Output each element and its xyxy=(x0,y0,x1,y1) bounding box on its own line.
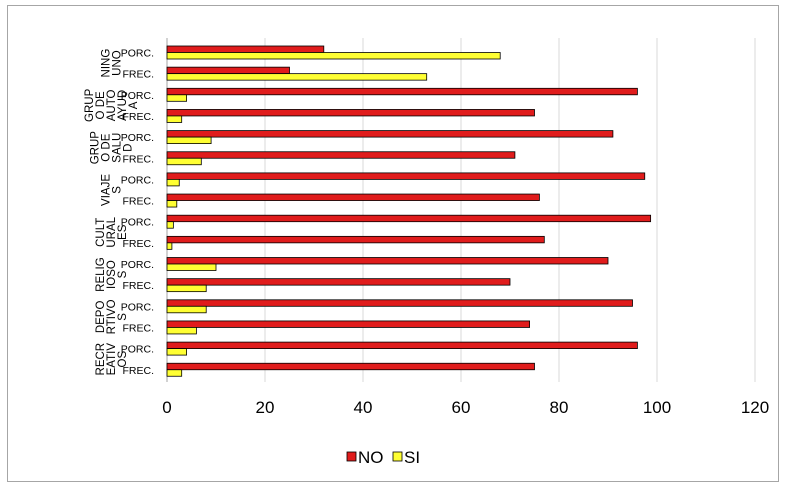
bar-no xyxy=(166,214,652,223)
legend-label-no: NO xyxy=(358,448,384,467)
category-label-line: O DE xyxy=(95,91,107,119)
bar-no xyxy=(166,341,638,350)
row-label: PORC. xyxy=(121,132,154,144)
category-label-line: NING xyxy=(101,49,113,78)
row-label: FREC. xyxy=(123,238,155,250)
legend-swatch-no xyxy=(346,451,357,462)
bar-si xyxy=(166,136,212,145)
row-label: PORC. xyxy=(121,90,154,102)
chart-frame: 0 20 40 60 80 100 120 PORC. FREC. NINGUNO PORC. FRE… xyxy=(7,5,779,482)
bar-si xyxy=(166,221,174,229)
x-tick-label: 0 xyxy=(162,398,171,417)
category-label-line: S xyxy=(117,270,129,278)
x-tick-label: 60 xyxy=(452,398,471,417)
category-label-line: A xyxy=(128,101,140,109)
category-label-line: GRUP xyxy=(90,131,102,165)
bar-si xyxy=(166,327,197,335)
category-label-line: DEPO xyxy=(95,301,107,334)
bar-si xyxy=(166,178,180,187)
row-label: FREC. xyxy=(123,69,155,81)
category-label: CULTURALES xyxy=(95,216,129,247)
category-label-line: RTIVO xyxy=(106,299,118,334)
category-label-line: AYUD xyxy=(117,90,129,121)
row-label: FREC. xyxy=(123,111,155,123)
category-label-line: EATIV xyxy=(106,343,118,376)
bar-si xyxy=(166,242,173,250)
row-label: PORC. xyxy=(121,344,154,356)
x-tick-label: 40 xyxy=(354,398,373,417)
x-tick-label: 100 xyxy=(643,398,671,417)
bar-no xyxy=(166,151,516,159)
category-label-line: ES xyxy=(117,224,129,240)
bar-no xyxy=(166,172,646,180)
bar-si xyxy=(166,369,183,377)
bar-no xyxy=(166,109,535,117)
bar-no xyxy=(166,362,535,371)
category-label-line: GRUP xyxy=(84,88,96,122)
row-label: PORC. xyxy=(121,259,154,271)
bar-si xyxy=(166,348,188,356)
bar-si xyxy=(166,115,183,123)
category-label: GRUPO DEAUTOAYUDA xyxy=(84,88,140,122)
category-label: RECREATIVOS xyxy=(95,343,129,376)
category-label-line: CULT xyxy=(95,218,107,247)
bar-no xyxy=(166,235,545,244)
category-label: NINGUNO xyxy=(101,49,124,78)
bar-no xyxy=(166,299,633,307)
category-label-line: S xyxy=(117,313,129,321)
bar-no xyxy=(166,278,511,286)
category-label: RELIGIOSOS xyxy=(95,257,129,292)
legend-label-si: SI xyxy=(404,448,420,467)
bar-no xyxy=(166,320,531,328)
category-label-line: SALU xyxy=(112,133,124,163)
category-label: DEPORTIVOS xyxy=(95,299,129,334)
row-label: PORC. xyxy=(121,174,154,186)
category-label-line: VIAJE xyxy=(101,174,113,206)
bar-no xyxy=(166,193,540,201)
category-label-line: RELIG xyxy=(95,257,107,292)
row-label: PORC. xyxy=(121,301,154,313)
row-label: FREC. xyxy=(123,365,155,377)
legend-swatch-si xyxy=(392,451,403,462)
category-label-line: D xyxy=(123,144,135,152)
x-tick-label: 120 xyxy=(741,398,769,417)
bar-si xyxy=(166,200,178,208)
bar-no xyxy=(166,87,638,96)
category-label: GRUPO DESALUD xyxy=(90,131,135,165)
x-tick-label: 80 xyxy=(550,398,569,417)
row-label: FREC. xyxy=(123,196,155,208)
category-label-line: S xyxy=(112,186,124,194)
category-label-line: OS xyxy=(117,351,129,368)
category-label-line: URAL xyxy=(106,216,118,247)
category-label: VIAJES xyxy=(101,174,124,206)
bar-si xyxy=(166,263,217,271)
category-label-line: O DE xyxy=(101,133,113,161)
bar-si xyxy=(166,52,501,60)
row-label: PORC. xyxy=(121,48,154,60)
bar-si xyxy=(166,94,188,102)
bar-no xyxy=(166,45,325,53)
row-label: FREC. xyxy=(123,322,155,334)
x-tick-label: 20 xyxy=(256,398,275,417)
bar-si xyxy=(166,305,207,314)
category-label-line: RECR xyxy=(95,343,107,376)
bar-no xyxy=(166,257,609,265)
category-label-line: AUTO xyxy=(106,89,118,121)
row-label: FREC. xyxy=(123,280,155,292)
row-label: PORC. xyxy=(121,217,154,229)
category-label-line: IOSO xyxy=(106,260,118,289)
bar-si xyxy=(166,284,207,293)
category-label-line: UNO xyxy=(112,50,124,76)
bar-no xyxy=(166,66,290,75)
chart-plot: 0 20 40 60 80 100 120PORC.FREC.NINGUNOPORC.FRE… xyxy=(84,38,769,467)
bar-si xyxy=(166,157,202,166)
bar-no xyxy=(166,130,614,138)
bar-si xyxy=(166,73,428,81)
row-label: FREC. xyxy=(123,153,155,165)
